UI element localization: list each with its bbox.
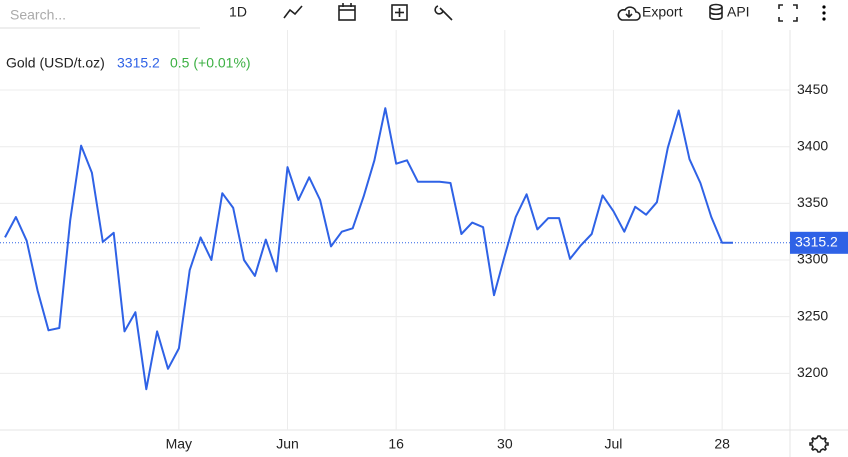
x-tick-label: Jul [605,436,623,452]
y-tick-label: 3450 [797,81,828,97]
toolbar: Search... 1D Export API [0,3,826,29]
x-tick-label: 28 [714,436,730,452]
x-tick-label: 30 [497,436,513,452]
last-value-label: 3315.2 [795,234,838,250]
y-tick-label: 3200 [797,364,828,380]
chart-type-icon[interactable] [283,5,303,19]
add-indicator-icon[interactable] [391,4,408,21]
plot-area [0,30,848,457]
api-button[interactable]: API [727,4,750,20]
legend-last: 3315.2 [117,55,160,71]
tools-icon[interactable] [434,5,453,21]
export-icon[interactable] [617,6,641,21]
y-tick-label: 3350 [797,194,828,210]
interval-button[interactable]: 1D [229,4,247,20]
fullscreen-icon[interactable] [778,4,798,22]
legend-change: 0.5 (+0.01%) [170,55,251,71]
price-line [4,107,733,391]
legend-name: Gold (USD/t.oz) [6,55,105,71]
last-value-badge [790,231,848,254]
y-tick-label: 3400 [797,137,828,153]
y-tick-label: 3300 [797,251,828,267]
search-input[interactable]: Search... [10,7,66,23]
settings-icon[interactable] [809,435,829,453]
more-icon[interactable] [822,5,826,21]
x-tick-label: May [166,436,192,452]
x-tick-label: Jun [276,436,299,452]
x-tick-label: 16 [388,436,404,452]
api-icon[interactable] [709,3,723,21]
export-button[interactable]: Export [642,4,683,20]
calendar-icon[interactable] [338,3,356,21]
y-tick-label: 3250 [797,307,828,323]
